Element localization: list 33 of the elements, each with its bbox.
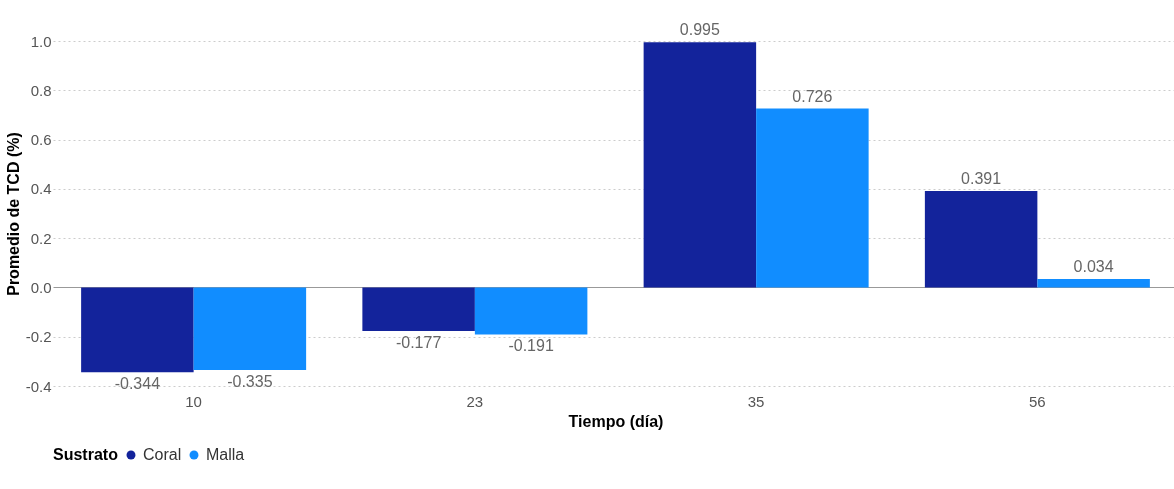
y-tick-label: 0.6: [30, 131, 52, 149]
bar: [756, 108, 869, 288]
x-axis-title: Tiempo (día): [568, 412, 664, 430]
bar: [1037, 279, 1150, 288]
data-label: 0.726: [792, 87, 833, 105]
data-label: 0.391: [961, 170, 1002, 188]
y-tick-label: 1.0: [30, 32, 52, 50]
data-label: -0.344: [114, 375, 161, 393]
data-label: 0.034: [1073, 258, 1114, 276]
bar: [474, 287, 588, 335]
legend-label: Malla: [206, 446, 245, 463]
x-tick-label: 35: [747, 392, 765, 410]
legend-label: Coral: [143, 446, 182, 463]
data-label: -0.177: [395, 334, 442, 352]
y-axis-title: Promedio de TCD (%): [4, 132, 22, 296]
bar: [193, 287, 307, 370]
y-tick-label: -0.4: [25, 377, 52, 395]
bar: [924, 191, 1038, 288]
y-tick-label: 0.0: [30, 278, 52, 296]
x-tick-label: 23: [466, 392, 484, 410]
bar: [81, 287, 194, 373]
data-label: -0.191: [508, 337, 554, 355]
y-tick-label: 0.4: [30, 180, 52, 198]
x-tick-label: 10: [185, 392, 202, 410]
bar: [643, 42, 757, 288]
x-tick-label: 56: [1029, 392, 1046, 410]
data-label: -0.335: [227, 372, 273, 390]
y-tick-label: 0.8: [30, 81, 52, 99]
legend-title: Sustrato: [53, 446, 119, 463]
bar: [362, 287, 475, 332]
y-tick-label: -0.2: [25, 328, 52, 346]
data-label: 0.995: [679, 21, 720, 39]
y-tick-label: 0.2: [30, 229, 52, 247]
